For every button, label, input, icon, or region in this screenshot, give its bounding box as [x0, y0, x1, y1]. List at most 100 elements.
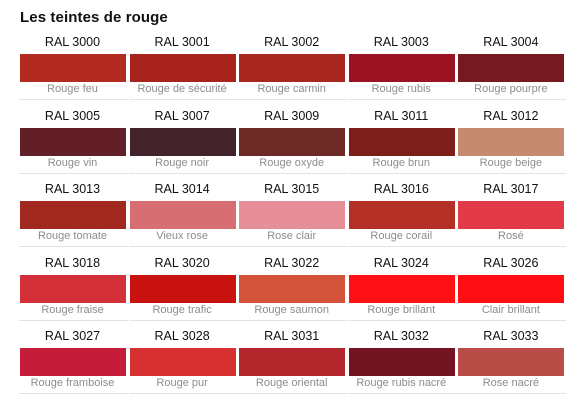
color-chip — [239, 54, 346, 82]
divider — [19, 172, 128, 174]
swatch-code: RAL 3015 — [264, 182, 320, 196]
divider — [128, 246, 238, 247]
divider — [457, 393, 567, 394]
swatch-name: Rouge carmin — [257, 83, 326, 95]
color-chip — [20, 274, 126, 303]
swatch-grid: RAL 3000 Rouge feu RAL 3001 Rouge de sécur… — [19, 33, 567, 401]
swatch-code: RAL 3009 — [264, 108, 320, 123]
divider — [347, 393, 457, 394]
swatch-name: Rouge vin — [47, 156, 98, 169]
swatch-name: Rouge oriental — [255, 377, 328, 389]
swatch-code: RAL 3026 — [483, 255, 539, 270]
swatch-name: Rouge framboise — [30, 377, 115, 389]
page-title: Les teintes de rouge — [20, 9, 168, 26]
divider — [347, 246, 457, 247]
divider — [457, 99, 567, 100]
swatch-name: Rouge feu — [47, 83, 98, 95]
swatch-ral-3007: RAL 3007 Rouge noir — [128, 107, 239, 181]
divider — [238, 246, 348, 247]
swatch-code: RAL 3011 — [374, 108, 429, 123]
swatch-code: RAL 3027 — [44, 329, 101, 343]
divider — [457, 246, 567, 247]
swatch-ral-3017: RAL 3017 Rosé — [457, 180, 567, 254]
swatch-name: Rouge trafic — [152, 303, 212, 316]
swatch-name: Rouge rubis — [371, 83, 431, 95]
divider — [238, 99, 348, 100]
swatch-ral-3011: RAL 3011 Rouge brun — [347, 107, 458, 181]
swatch-name: Rouge oxyde — [259, 156, 325, 169]
divider — [457, 172, 567, 174]
swatch-name: Rose nacré — [482, 377, 539, 389]
swatch-code: RAL 3018 — [44, 255, 101, 270]
swatch-ral-3004: RAL 3004 Rouge pourpre — [457, 33, 567, 107]
divider — [238, 319, 348, 321]
swatch-code: RAL 3001 — [154, 35, 210, 49]
color-chip — [129, 127, 236, 156]
color-chip — [348, 201, 455, 229]
swatch-code: RAL 3005 — [44, 108, 101, 123]
divider — [128, 319, 238, 321]
divider — [19, 99, 128, 100]
divider — [238, 172, 348, 174]
swatch-ral-3015: RAL 3015 Rose clair — [238, 180, 348, 254]
divider — [347, 99, 457, 100]
swatch-ral-3033: RAL 3033 Rose nacré — [457, 327, 567, 401]
swatch-name: Rouge pur — [156, 377, 208, 389]
color-chip — [129, 54, 236, 82]
swatch-ral-3018: RAL 3018 Rouge fraise — [19, 254, 129, 328]
swatch-ral-3022: RAL 3022 Rouge saumon — [238, 254, 348, 328]
swatch-ral-3020: RAL 3020 Rouge trafic — [128, 254, 239, 328]
color-chip — [239, 348, 346, 376]
color-chip — [348, 54, 455, 82]
swatch-code: RAL 3031 — [264, 329, 320, 343]
swatch-name: Rouge corail — [370, 230, 433, 242]
swatch-name: Rouge noir — [155, 156, 209, 169]
color-chip — [348, 348, 455, 376]
swatch-name: Rouge de sécurité — [137, 83, 227, 95]
swatch-name: Rouge saumon — [254, 303, 329, 316]
swatch-code: RAL 3016 — [373, 182, 429, 196]
color-chip — [20, 54, 126, 82]
swatch-code: RAL 3000 — [44, 35, 101, 49]
color-chip — [458, 274, 565, 303]
swatch-ral-3027: RAL 3027 Rouge framboise — [19, 327, 129, 401]
swatch-code: RAL 3022 — [264, 255, 320, 270]
swatch-ral-3012: RAL 3012 Rouge beige — [457, 107, 567, 181]
swatch-code: RAL 3013 — [44, 182, 101, 196]
swatch-code: RAL 3032 — [373, 329, 429, 343]
swatch-name: Rouge brillant — [367, 303, 436, 316]
swatch-code: RAL 3007 — [154, 108, 210, 123]
swatch-name: Clair brillant — [481, 303, 540, 316]
swatch-name: Vieux rose — [156, 230, 208, 242]
swatch-ral-3002: RAL 3002 Rouge carmin — [238, 33, 348, 107]
swatch-code: RAL 3004 — [483, 35, 539, 49]
swatch-ral-3014: RAL 3014 Vieux rose — [128, 180, 239, 254]
swatch-ral-3024: RAL 3024 Rouge brillant — [347, 254, 458, 328]
color-chip — [458, 348, 565, 376]
swatch-ral-3026: RAL 3026 Clair brillant — [457, 254, 567, 328]
divider — [19, 246, 128, 247]
swatch-code: RAL 3014 — [154, 182, 210, 196]
color-chip — [129, 348, 236, 376]
swatch-ral-3009: RAL 3009 Rouge oxyde — [238, 107, 348, 181]
swatch-name: Rosé — [498, 230, 524, 242]
swatch-name: Rouge pourpre — [474, 83, 548, 95]
divider — [19, 319, 128, 321]
swatch-name: Rose clair — [267, 230, 317, 242]
swatch-name: Rouge fraise — [41, 303, 104, 316]
color-chip — [129, 274, 236, 303]
color-chip — [20, 201, 126, 229]
divider — [347, 319, 457, 321]
color-chip — [20, 348, 126, 376]
swatch-ral-3016: RAL 3016 Rouge corail — [347, 180, 458, 254]
swatch-name: Rouge brun — [372, 156, 431, 169]
swatch-ral-3001: RAL 3001 Rouge de sécurité — [128, 33, 239, 107]
swatch-name: Rouge rubis nacré — [356, 377, 447, 389]
divider — [128, 172, 238, 174]
swatch-ral-3003: RAL 3003 Rouge rubis — [347, 33, 458, 107]
color-chip — [348, 127, 455, 156]
divider — [19, 393, 128, 394]
swatch-code: RAL 3028 — [154, 329, 210, 343]
color-chip — [129, 201, 236, 229]
divider — [347, 172, 457, 174]
